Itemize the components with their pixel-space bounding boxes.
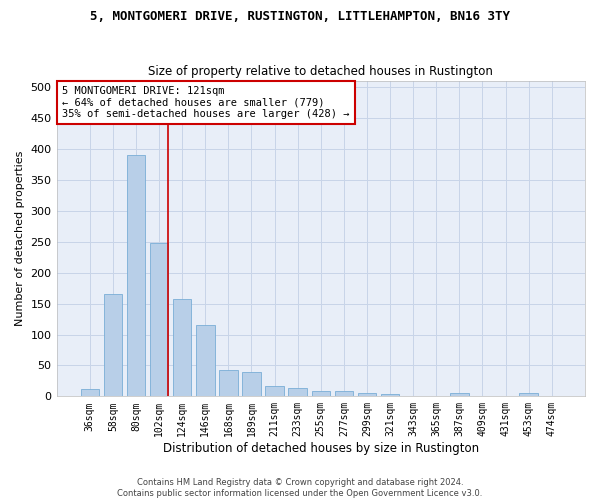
Bar [127, 155, 145, 396]
Bar [520, 393, 538, 396]
Bar [150, 243, 169, 396]
Y-axis label: Number of detached properties: Number of detached properties [15, 151, 25, 326]
Bar [219, 370, 238, 396]
Bar [335, 392, 353, 396]
Bar [265, 386, 284, 396]
Bar [80, 389, 99, 396]
Text: Contains HM Land Registry data © Crown copyright and database right 2024.
Contai: Contains HM Land Registry data © Crown c… [118, 478, 482, 498]
Title: Size of property relative to detached houses in Rustington: Size of property relative to detached ho… [148, 66, 493, 78]
Text: 5 MONTGOMERI DRIVE: 121sqm
← 64% of detached houses are smaller (779)
35% of sem: 5 MONTGOMERI DRIVE: 121sqm ← 64% of deta… [62, 86, 349, 119]
Bar [242, 372, 261, 396]
Text: 5, MONTGOMERI DRIVE, RUSTINGTON, LITTLEHAMPTON, BN16 3TY: 5, MONTGOMERI DRIVE, RUSTINGTON, LITTLEH… [90, 10, 510, 23]
Bar [104, 294, 122, 396]
Bar [173, 300, 191, 396]
X-axis label: Distribution of detached houses by size in Rustington: Distribution of detached houses by size … [163, 442, 479, 455]
Bar [196, 325, 215, 396]
Bar [289, 388, 307, 396]
Bar [358, 392, 376, 396]
Bar [381, 394, 400, 396]
Bar [450, 393, 469, 396]
Bar [311, 391, 330, 396]
